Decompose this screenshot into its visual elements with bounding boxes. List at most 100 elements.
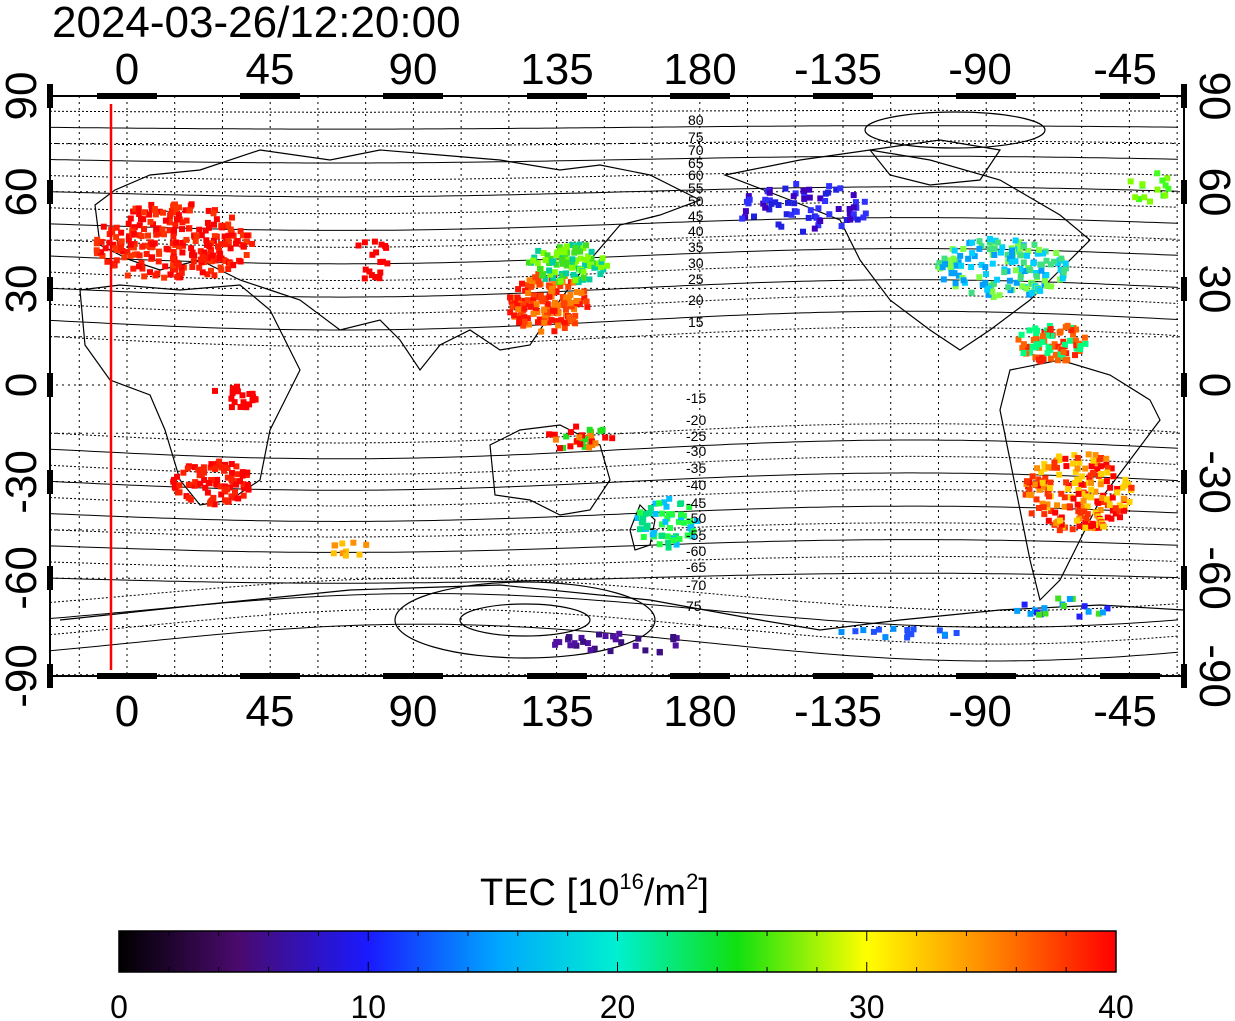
latitude-labels-left: 90 60 30 0 -30 -60 -90 <box>0 72 46 708</box>
tec-pixel <box>225 221 232 228</box>
tec-pixel <box>228 475 235 482</box>
lat-label-right: 0 <box>1190 373 1235 397</box>
colorbar-tick-label: 30 <box>849 989 885 1021</box>
tec-pixel <box>1136 196 1142 203</box>
lat-label-left: 30 <box>0 265 46 314</box>
tec-pixel <box>1097 463 1104 470</box>
tec-pixel <box>244 232 251 239</box>
tec-pixel <box>149 241 156 248</box>
frame-tick-bottom <box>527 673 587 679</box>
tec-pixel <box>955 272 962 279</box>
tec-pixel <box>1125 481 1132 488</box>
tec-pixel <box>661 499 668 506</box>
tec-pixel <box>550 275 557 282</box>
tec-pixel <box>1103 478 1110 485</box>
tec-pixel <box>560 444 567 451</box>
tec-pixel <box>557 278 564 285</box>
frame-tick-top <box>1100 93 1160 99</box>
tec-pixel <box>793 208 800 215</box>
tec-pixel <box>1070 331 1077 338</box>
tec-pixel <box>1090 522 1097 529</box>
tec-pixel <box>656 649 663 656</box>
tec-pixel <box>976 274 983 281</box>
tec-pixel <box>1056 471 1063 478</box>
tec-pixel <box>673 541 680 548</box>
tec-pixel <box>835 206 842 212</box>
tec-pixel <box>208 247 214 254</box>
tec-pixel <box>160 209 166 216</box>
tec-pixel <box>208 477 215 483</box>
tec-pixel <box>149 254 156 261</box>
tec-pixel <box>177 274 184 281</box>
tec-pixel <box>195 466 202 473</box>
tec-pixel <box>179 226 185 233</box>
tec-pixel <box>567 642 574 649</box>
tec-pixel <box>1040 504 1047 511</box>
contour-label: 35 <box>688 239 704 255</box>
tec-pixel <box>1058 490 1065 497</box>
contour-label: 60 <box>688 167 704 183</box>
tec-pixel <box>104 258 111 265</box>
tec-pixel <box>652 500 659 507</box>
tec-pixel <box>1072 337 1079 344</box>
tec-pixel <box>179 249 186 256</box>
tec-pixel <box>1022 491 1029 498</box>
tec-pixel <box>143 251 150 257</box>
tec-pixel <box>216 458 223 465</box>
tec-pixel <box>576 241 583 248</box>
tec-pixel <box>766 189 773 196</box>
tec-pixel <box>170 262 177 269</box>
lon-label-bottom: 90 <box>389 687 438 736</box>
tec-pixel <box>93 240 100 247</box>
tec-pixel <box>985 291 992 298</box>
tec-pixel <box>371 238 378 245</box>
tec-pixel <box>548 317 555 324</box>
tec-pixel <box>229 470 235 476</box>
tec-pixel <box>768 200 775 207</box>
tec-pixel <box>838 223 845 230</box>
colorbar-tick-label: 10 <box>350 989 386 1021</box>
frame-tick-bottom <box>97 673 157 679</box>
tec-pixel <box>197 248 204 255</box>
tec-pixel <box>176 482 183 489</box>
tec-pixel <box>1061 494 1068 501</box>
tec-pixel <box>519 280 525 287</box>
lat-label-right: -30 <box>1190 450 1235 514</box>
tec-pixel <box>571 640 578 647</box>
tec-pixel <box>535 319 541 326</box>
tec-pixel <box>1104 514 1111 521</box>
tec-pixel <box>647 505 654 511</box>
tec-pixel <box>976 245 983 252</box>
tec-pixel <box>174 273 181 280</box>
tec-pixel <box>565 294 572 301</box>
cluster-south-tip <box>1014 595 1111 620</box>
tec-pixel <box>1055 595 1062 602</box>
tec-pixel <box>1080 504 1087 511</box>
tec-pixel <box>182 207 189 214</box>
tec-pixel <box>1076 613 1083 620</box>
tec-pixel <box>1070 495 1077 502</box>
tec-pixel <box>118 238 125 245</box>
tec-pixel <box>127 241 134 248</box>
tec-pixel <box>1077 343 1084 350</box>
tec-pixel <box>542 315 549 322</box>
tec-pixel <box>1067 337 1073 344</box>
tec-pixel <box>659 510 666 517</box>
tec-pixel <box>200 464 207 471</box>
lon-label-bottom: -135 <box>794 687 882 736</box>
tec-pixel <box>568 259 575 266</box>
tec-pixel <box>665 544 672 551</box>
tec-pixel <box>520 301 527 308</box>
tec-pixel <box>612 636 619 643</box>
tec-pixel <box>1031 481 1038 488</box>
tec-pixel <box>166 227 173 234</box>
tec-pixel <box>646 510 653 517</box>
tec-pixel <box>198 232 205 239</box>
lon-label-top: 135 <box>520 45 593 94</box>
tec-pixel <box>207 464 214 471</box>
timestamp-title: 2024-03-26/12:20:00 <box>52 0 461 47</box>
tec-pixel <box>192 238 199 244</box>
tec-pixel <box>1104 469 1111 476</box>
tec-pixel <box>138 259 145 266</box>
tec-pixel <box>132 205 139 212</box>
